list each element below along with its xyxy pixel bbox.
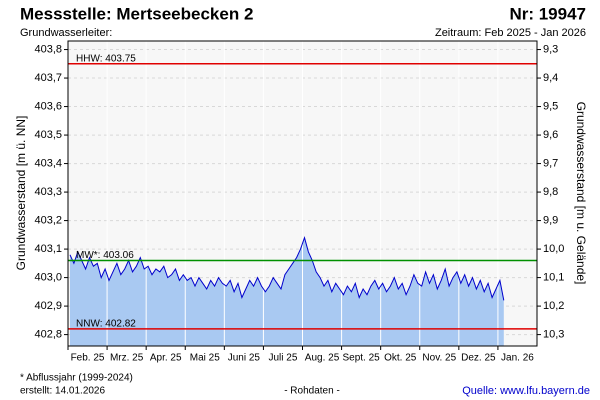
- x-tick-label: Mai 25: [190, 353, 220, 364]
- y2-tick-label: 9,5: [543, 100, 558, 112]
- x-tick-label: Jan. 26: [501, 353, 534, 364]
- area: [70, 237, 504, 346]
- x-tick-label: Mrz. 25: [110, 353, 144, 364]
- y2-tick-label: 10,2: [543, 300, 564, 312]
- y-tick-label: 403,5: [34, 129, 62, 141]
- x-tick-label: Sept. 25: [342, 353, 380, 364]
- y2-tick-label: 10,3: [543, 329, 564, 341]
- y2-axis-label: Grundwasserstand [m u. Gelände]: [574, 102, 588, 285]
- x-tick-label: Nov. 25: [422, 353, 456, 364]
- subtitle-right: Zeitraum: Feb 2025 - Jan 2026: [435, 27, 586, 39]
- y-tick-label: 403,3: [34, 186, 62, 198]
- y-tick-label: 403,8: [34, 43, 62, 55]
- reference-label: NNW: 402.82: [76, 319, 136, 330]
- x-tick-label: Juli 25: [269, 353, 298, 364]
- reference-label: MW*: 403.06: [76, 250, 134, 261]
- y-tick-label: 403,6: [34, 100, 62, 112]
- x-tick-label: Apr. 25: [150, 353, 182, 364]
- x-tick-label: Aug. 25: [305, 353, 340, 364]
- y2-tick-label: 9,7: [543, 157, 558, 169]
- x-tick-label: Juni 25: [228, 353, 261, 364]
- y-tick-label: 403,4: [34, 157, 62, 169]
- x-tick-label: Dez. 25: [461, 353, 496, 364]
- y2-tick-label: 10,1: [543, 271, 564, 283]
- y2-tick-label: 9,8: [543, 186, 558, 198]
- y2-tick-label: 10,0: [543, 243, 564, 255]
- y2-tick-label: 9,6: [543, 129, 558, 141]
- y2-tick-label: 9,9: [543, 214, 558, 226]
- created: erstellt: 14.01.2026: [20, 386, 105, 397]
- chart-title: Messstelle: Mertseebecken 2: [20, 4, 253, 23]
- y-tick-label: 402,9: [34, 300, 62, 312]
- source: Quelle: www.lfu.bayern.de: [462, 385, 590, 397]
- footnote: * Abflussjahr (1999-2024): [20, 373, 133, 384]
- y-tick-label: 403,0: [34, 271, 62, 283]
- y-axis-label: Grundwasserstand [m ü. NN]: [14, 116, 28, 271]
- data-note: - Rohdaten -: [284, 386, 340, 397]
- line: [69, 236, 505, 301]
- subtitle-left: Grundwasserleiter:: [20, 27, 112, 39]
- y-tick-label: 403,1: [34, 243, 62, 255]
- y-tick-label: 402,8: [34, 329, 62, 341]
- x-tick-label: Feb. 25: [71, 353, 105, 364]
- x-tick-label: Okt. 25: [384, 353, 417, 364]
- station-number: Nr: 19947: [509, 4, 586, 23]
- y2-tick-label: 9,3: [543, 43, 558, 55]
- y2-tick-label: 9,4: [543, 72, 558, 84]
- reference-label: HHW: 403.75: [76, 53, 136, 64]
- y-tick-label: 403,2: [34, 214, 62, 226]
- y-tick-label: 403,7: [34, 72, 62, 84]
